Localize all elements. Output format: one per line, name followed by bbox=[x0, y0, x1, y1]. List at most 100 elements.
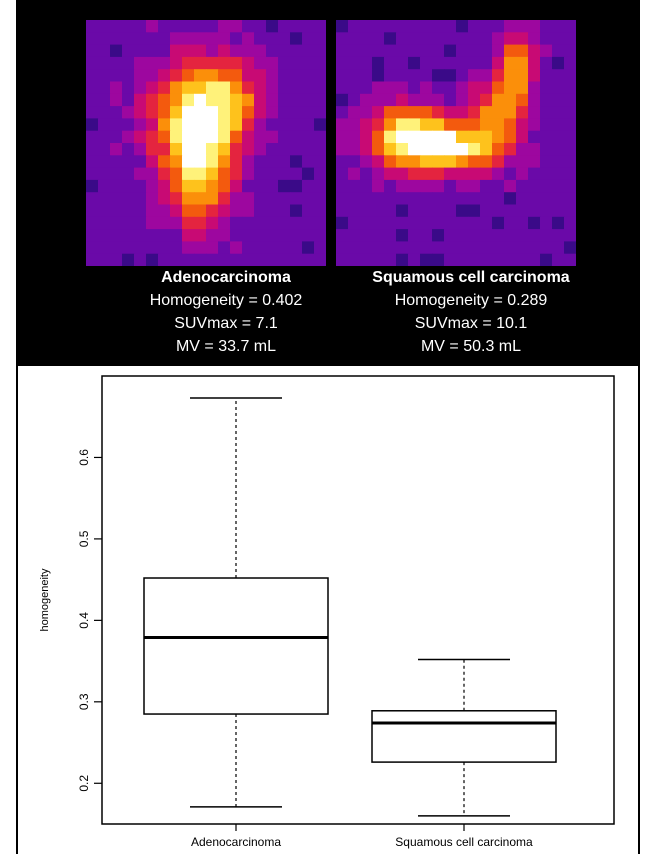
pet-pixel bbox=[86, 93, 99, 107]
pet-pixel bbox=[420, 253, 433, 266]
pet-pixel bbox=[314, 253, 326, 266]
pet-pixel bbox=[302, 204, 315, 218]
pet-pixel bbox=[158, 204, 171, 218]
pet-pixel bbox=[432, 241, 445, 255]
pet-pixel bbox=[122, 118, 135, 132]
pet-pixel bbox=[528, 143, 541, 156]
pet-pixel bbox=[408, 179, 421, 193]
pet-pixel bbox=[360, 56, 373, 70]
pet-pixel bbox=[552, 81, 565, 95]
pet-pixel bbox=[158, 155, 171, 169]
pet-pixel bbox=[480, 179, 493, 193]
pet-pixel bbox=[348, 143, 361, 156]
iqr-box bbox=[143, 577, 329, 715]
pet-pixel bbox=[384, 69, 397, 82]
pet-pixel bbox=[372, 167, 385, 181]
pet-pixel bbox=[242, 216, 255, 230]
pet-pixel bbox=[254, 216, 267, 230]
pet-pixel bbox=[302, 192, 315, 205]
pet-pixel bbox=[278, 192, 291, 205]
pet-pixel bbox=[98, 81, 111, 95]
pet-pixel bbox=[278, 179, 291, 193]
box-squamous bbox=[371, 658, 557, 817]
pet-pixel bbox=[528, 106, 541, 119]
pet-pixel bbox=[134, 229, 147, 242]
pet-pixel bbox=[372, 106, 385, 119]
pet-pixel bbox=[444, 56, 457, 70]
pet-pixel bbox=[504, 143, 517, 156]
pet-pixel bbox=[480, 229, 493, 242]
pet-pixel bbox=[480, 44, 493, 58]
pet-pixel bbox=[182, 44, 195, 58]
pet-pixel bbox=[134, 143, 147, 156]
pet-pixel bbox=[146, 155, 159, 169]
pet-pixel bbox=[492, 32, 505, 46]
pet-pixel bbox=[564, 93, 576, 107]
pet-pixel bbox=[564, 130, 576, 144]
pet-pixel bbox=[480, 192, 493, 205]
pet-pixel bbox=[564, 44, 576, 58]
pet-pixel bbox=[540, 253, 553, 266]
pet-pixel bbox=[242, 229, 255, 242]
pet-pixel bbox=[468, 253, 481, 266]
pet-pixel bbox=[218, 32, 231, 46]
pet-pixel bbox=[242, 192, 255, 205]
pet-pixel bbox=[396, 118, 409, 132]
pet-pixel bbox=[146, 118, 159, 132]
pet-pixel bbox=[564, 192, 576, 205]
pet-pixel bbox=[302, 106, 315, 119]
pet-pixel bbox=[218, 106, 231, 119]
pet-pixel bbox=[468, 204, 481, 218]
pet-pixel bbox=[420, 106, 433, 119]
pet-pixel bbox=[348, 155, 361, 169]
pet-pixel bbox=[432, 204, 445, 218]
pet-pixel bbox=[468, 130, 481, 144]
pet-pixel bbox=[278, 106, 291, 119]
pet-pixel bbox=[480, 93, 493, 107]
pet-pixel bbox=[170, 167, 183, 181]
pet-pixel bbox=[230, 93, 243, 107]
pet-pixel bbox=[528, 69, 541, 82]
pet-pixel bbox=[372, 69, 385, 82]
pet-pixel bbox=[122, 32, 135, 46]
pet-pixel bbox=[480, 69, 493, 82]
pet-pixel bbox=[504, 192, 517, 205]
pet-pixel bbox=[528, 20, 541, 33]
pet-pixel bbox=[194, 32, 207, 46]
pet-pixel bbox=[194, 44, 207, 58]
pet-pixel bbox=[254, 118, 267, 132]
pet-pixel bbox=[516, 93, 529, 107]
pet-pixel bbox=[360, 253, 373, 266]
pet-pixel bbox=[230, 130, 243, 144]
x-tick-label: Squamous cell carcinoma bbox=[395, 835, 533, 849]
pet-pixel bbox=[480, 118, 493, 132]
pet-pixel bbox=[86, 106, 99, 119]
pet-pixel bbox=[408, 253, 421, 266]
pet-pixel bbox=[456, 69, 469, 82]
pet-pixel bbox=[206, 130, 219, 144]
pet-pixel bbox=[158, 106, 171, 119]
pet-pixel bbox=[170, 93, 183, 107]
pet-pixel bbox=[206, 179, 219, 193]
pet-pixel bbox=[384, 241, 397, 255]
pet-pixel bbox=[194, 253, 207, 266]
caption-mv: MV = 33.7 mL bbox=[175, 338, 277, 355]
pet-pixel bbox=[552, 241, 565, 255]
pet-pixel bbox=[254, 81, 267, 95]
pet-pixel bbox=[492, 167, 505, 181]
pet-pixel bbox=[384, 143, 397, 156]
pet-pixel bbox=[278, 20, 291, 33]
pet-pixel bbox=[348, 253, 361, 266]
pet-pixel bbox=[504, 93, 517, 107]
pet-pixel bbox=[122, 56, 135, 70]
pet-pixel bbox=[170, 192, 183, 205]
pet-pixel bbox=[336, 253, 349, 266]
pet-pixel bbox=[206, 229, 219, 242]
pet-pixel bbox=[134, 192, 147, 205]
pet-pixel bbox=[468, 81, 481, 95]
pet-pixel bbox=[456, 179, 469, 193]
pet-pixel bbox=[146, 32, 159, 46]
pet-pixel bbox=[384, 32, 397, 46]
pet-pixel bbox=[302, 130, 315, 144]
pet-pixel bbox=[302, 69, 315, 82]
